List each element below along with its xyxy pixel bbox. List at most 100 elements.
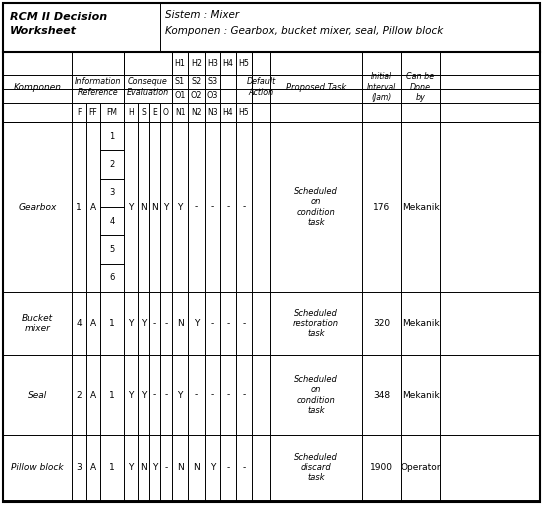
Text: N: N (140, 203, 147, 212)
Text: Y: Y (194, 319, 199, 328)
Text: Can be
Done
by: Can be Done by (407, 72, 434, 102)
Text: Y: Y (178, 390, 182, 399)
Text: -: - (195, 390, 198, 399)
Text: 176: 176 (373, 203, 390, 212)
Text: FM: FM (106, 108, 117, 117)
Text: -: - (226, 463, 230, 472)
Text: A: A (90, 390, 96, 399)
Text: N: N (140, 463, 147, 472)
Text: H5: H5 (238, 59, 249, 68)
Text: Information
Reference: Information Reference (75, 77, 121, 96)
Text: Y: Y (152, 463, 157, 472)
Text: N: N (151, 203, 158, 212)
Text: Conseque
Evaluation: Conseque Evaluation (127, 77, 169, 96)
Text: Scheduled
on
condition
task: Scheduled on condition task (294, 375, 338, 415)
Text: Y: Y (128, 463, 134, 472)
Text: H1: H1 (174, 59, 186, 68)
Text: Y: Y (178, 203, 182, 212)
Text: 3: 3 (109, 188, 115, 197)
Text: N: N (193, 463, 200, 472)
Text: Proposed Task: Proposed Task (286, 82, 346, 91)
Text: -: - (153, 390, 156, 399)
Text: FF: FF (89, 108, 97, 117)
Text: -: - (165, 463, 168, 472)
Text: H2: H2 (191, 59, 202, 68)
Text: F: F (77, 108, 81, 117)
Text: Sistem : Mixer: Sistem : Mixer (165, 10, 239, 20)
Text: H4: H4 (223, 59, 233, 68)
Text: Y: Y (163, 203, 169, 212)
Text: 1: 1 (109, 319, 115, 328)
Text: 348: 348 (373, 390, 390, 399)
Text: 3: 3 (76, 463, 82, 472)
Text: S3: S3 (207, 77, 218, 86)
Text: A: A (90, 319, 96, 328)
Text: -: - (211, 390, 214, 399)
Text: N3: N3 (207, 108, 218, 117)
Text: O2: O2 (191, 91, 202, 100)
Text: Komponen : Gearbox, bucket mixer, seal, Pillow block: Komponen : Gearbox, bucket mixer, seal, … (165, 26, 443, 36)
Text: 1: 1 (109, 132, 115, 141)
Text: A: A (90, 203, 96, 212)
Text: -: - (165, 390, 168, 399)
Text: 1: 1 (109, 390, 115, 399)
Text: -: - (226, 203, 230, 212)
Text: S: S (141, 108, 146, 117)
Text: 2: 2 (109, 160, 115, 169)
Text: Gearbox: Gearbox (18, 203, 56, 212)
Text: 4: 4 (76, 319, 82, 328)
Text: S1: S1 (175, 77, 185, 86)
Text: 4: 4 (109, 217, 115, 226)
Text: -: - (242, 390, 245, 399)
Text: -: - (226, 319, 230, 328)
Text: S2: S2 (191, 77, 201, 86)
Text: H5: H5 (239, 108, 249, 117)
Text: 320: 320 (373, 319, 390, 328)
Text: E: E (152, 108, 157, 117)
Text: Komponen: Komponen (14, 82, 61, 91)
Text: -: - (242, 203, 245, 212)
Text: N1: N1 (175, 108, 185, 117)
Text: Bucket
mixer: Bucket mixer (22, 314, 53, 333)
Text: 6: 6 (109, 273, 115, 282)
Text: Y: Y (210, 463, 215, 472)
Text: H: H (128, 108, 134, 117)
Text: Seal: Seal (28, 390, 47, 399)
Text: -: - (211, 319, 214, 328)
Text: 5: 5 (109, 245, 115, 254)
Text: Y: Y (128, 390, 134, 399)
Text: Y: Y (141, 390, 146, 399)
Text: Operator: Operator (400, 463, 441, 472)
Text: -: - (165, 319, 168, 328)
Text: Scheduled
discard
task: Scheduled discard task (294, 452, 338, 482)
Text: -: - (153, 319, 156, 328)
Text: -: - (226, 390, 230, 399)
Text: Default
Action: Default Action (247, 77, 276, 96)
Text: -: - (242, 463, 245, 472)
Text: H4: H4 (223, 108, 233, 117)
Text: O1: O1 (174, 91, 186, 100)
Text: O3: O3 (207, 91, 218, 100)
Text: 1: 1 (76, 203, 82, 212)
Text: Mekanik: Mekanik (402, 203, 439, 212)
Text: Scheduled
restoration
task: Scheduled restoration task (293, 309, 339, 338)
Text: O: O (163, 108, 169, 117)
Text: Mekanik: Mekanik (402, 390, 439, 399)
Text: Y: Y (128, 319, 134, 328)
Text: Y: Y (128, 203, 134, 212)
Text: -: - (242, 319, 245, 328)
Text: RCM II Decision
Worksheet: RCM II Decision Worksheet (10, 12, 107, 35)
Text: -: - (211, 203, 214, 212)
Text: 2: 2 (76, 390, 82, 399)
Text: N2: N2 (191, 108, 202, 117)
Text: Scheduled
on
condition
task: Scheduled on condition task (294, 187, 338, 227)
Text: Y: Y (141, 319, 146, 328)
Text: A: A (90, 463, 96, 472)
Text: N: N (176, 463, 184, 472)
Text: -: - (195, 203, 198, 212)
Text: Pillow block: Pillow block (11, 463, 64, 472)
Text: H3: H3 (207, 59, 218, 68)
Text: 1900: 1900 (370, 463, 393, 472)
Text: Initial
Interval
(Jam): Initial Interval (Jam) (367, 72, 396, 102)
Text: 1: 1 (109, 463, 115, 472)
